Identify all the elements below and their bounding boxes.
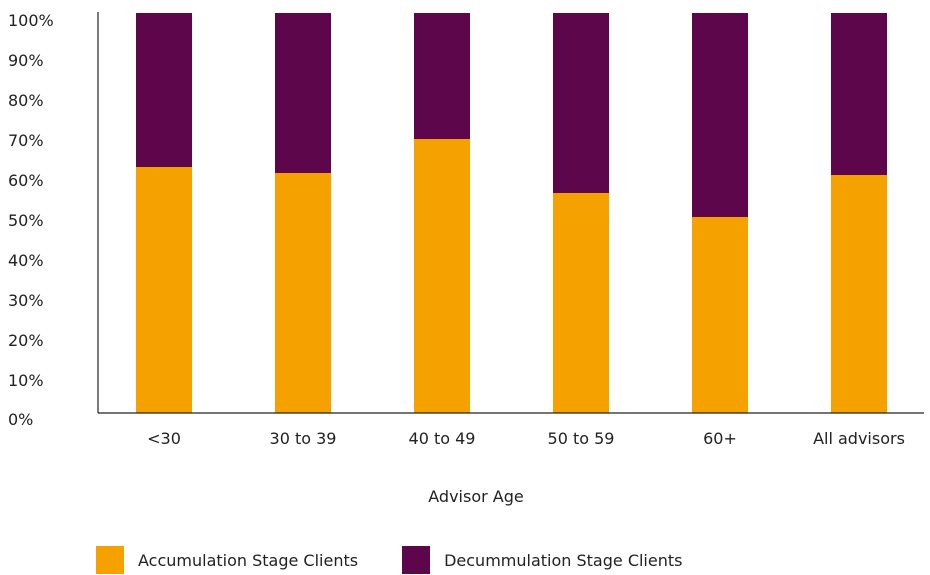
x-axis-title: Advisor Age [428,487,523,506]
y-tick-label: 20% [8,331,44,350]
legend-label-accumulation: Accumulation Stage Clients [138,550,359,570]
legend: Accumulation Stage Clients Decummulation… [96,546,722,574]
x-tick-label: <30 [147,429,181,448]
x-tick-label: 30 to 39 [270,429,337,448]
y-tick-label: 10% [8,371,44,390]
x-axis-tick-labels: <30 30 to 39 40 to 49 50 to 59 60+ All adviso… [147,429,905,448]
bar-segment-accumulation [275,173,331,413]
bar-segment-accumulation [136,167,192,413]
bar-segment-accumulation [414,139,470,413]
legend-label-decummulation: Decummulation Stage Clients [444,550,683,570]
bars [136,13,887,413]
bar-segment-decummulation [692,13,748,217]
y-tick-label: 40% [8,251,44,270]
x-tick-label: 50 to 59 [548,429,615,448]
x-tick-label: 40 to 49 [409,429,476,448]
y-tick-label: 70% [8,131,44,150]
bar-segment-decummulation [553,13,609,193]
bar-segment-accumulation [692,217,748,413]
x-tick-label: All advisors [813,429,905,448]
x-tick-label: 60+ [703,429,737,448]
bar-segment-decummulation [136,13,192,167]
y-tick-label: 50% [8,211,44,230]
legend-item-decummulation: Decummulation Stage Clients [402,546,682,574]
bar-segment-accumulation [553,193,609,413]
legend-item-accumulation: Accumulation Stage Clients [96,546,358,574]
bar-segment-decummulation [275,13,331,173]
y-tick-label: 100% [8,11,54,30]
y-tick-label: 30% [8,291,44,310]
bar-segment-decummulation [831,13,887,175]
y-tick-label: 90% [8,51,44,70]
legend-swatch-decummulation [402,546,431,574]
y-tick-label: 60% [8,171,44,190]
legend-swatch-accumulation [96,546,124,574]
bar-segment-decummulation [414,13,470,139]
y-tick-label: 0% [8,410,33,429]
y-axis-tick-labels: 0% 10% 20% 30% 40% 50% 60% 70% 80% 90% 100% [8,11,54,429]
y-tick-label: 80% [8,91,44,110]
bar-segment-accumulation [831,175,887,413]
